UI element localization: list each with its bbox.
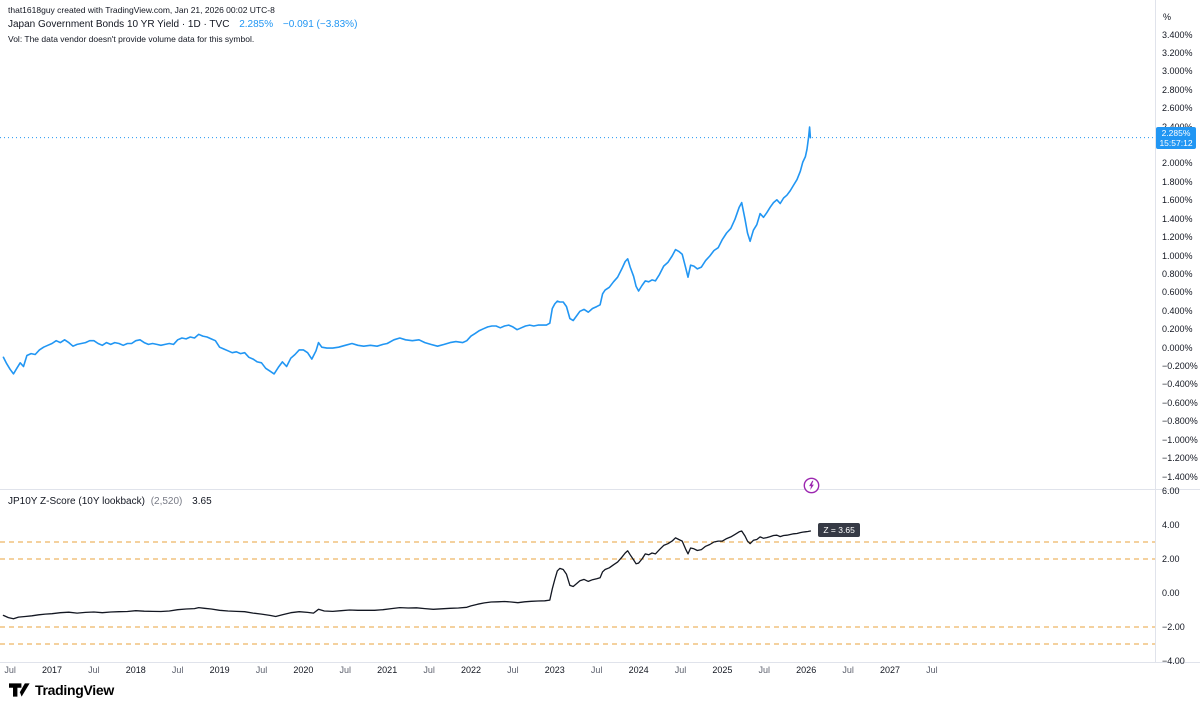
time-axis-label: Jul xyxy=(758,665,771,675)
last-price-axis-label: 2.285% 15:57:12 xyxy=(1156,126,1196,149)
volume-note: Vol: The data vendor doesn't provide vol… xyxy=(8,34,255,44)
attribution-text: that1618guy created with TradingView.com… xyxy=(8,5,275,15)
time-axis-label: Jul xyxy=(926,665,938,675)
time-axis-label: Jul xyxy=(339,665,352,675)
price-tick-label: 2.600% xyxy=(1162,103,1193,114)
time-axis-label: 2025 xyxy=(712,665,733,675)
price-tick-label: −0.400% xyxy=(1162,379,1198,390)
price-tick-label: 2.800% xyxy=(1162,84,1193,95)
price-tick-label: −0.800% xyxy=(1162,416,1198,427)
tradingview-logo-text: TradingView xyxy=(35,682,114,698)
zscore-series-line[interactable] xyxy=(2,530,812,620)
price-tick-label: 0.200% xyxy=(1162,324,1193,335)
indicator-tick-label: 4.00 xyxy=(1162,519,1180,530)
price-tick-label: −1.400% xyxy=(1162,471,1198,482)
time-axis-label: 2020 xyxy=(293,665,314,675)
symbol-legend-row[interactable]: Japan Government Bonds 10 YR Yield · 1D … xyxy=(8,19,357,31)
lightning-icon xyxy=(803,477,820,494)
tradingview-logo-icon xyxy=(9,683,30,697)
price-tick-label: 0.800% xyxy=(1162,268,1193,279)
price-tick-label: 2.400% xyxy=(1162,122,1193,133)
zscore-value-label: Z = 3.65 xyxy=(818,522,860,537)
time-axis-label: 2027 xyxy=(879,665,901,675)
chart-legend: that1618guy created with TradingView.com… xyxy=(8,5,357,44)
indicator-tick-label: 0.00 xyxy=(1162,587,1180,598)
time-axis-label: 2018 xyxy=(125,665,146,675)
time-axis-label: Jul xyxy=(4,665,16,675)
price-tick-label: −0.200% xyxy=(1162,361,1198,371)
tradingview-logo[interactable]: TradingView xyxy=(9,682,114,698)
price-tick-label: 0.000% xyxy=(1162,342,1193,353)
indicator-tick-label: −4.00 xyxy=(1162,655,1185,666)
axis-label-countdown: 15:57:12 xyxy=(1159,137,1193,148)
price-scale-unit: % xyxy=(1163,12,1172,22)
axis-label-price: 2.285% xyxy=(1161,127,1191,138)
indicator-legend-row[interactable]: JP10Y Z-Score (10Y lookback) (2,520) 3.6… xyxy=(8,496,212,508)
price-tick-label: 1.200% xyxy=(1162,232,1193,243)
price-tick-label: 1.800% xyxy=(1162,176,1193,187)
price-tick-label: 1.000% xyxy=(1162,250,1193,261)
time-axis-label: 2023 xyxy=(544,665,565,675)
time-axis-label: 2026 xyxy=(796,665,817,675)
time-axis-label: Jul xyxy=(423,665,435,675)
indicator-tick-label: −2.00 xyxy=(1162,621,1185,632)
price-tick-label: −1.200% xyxy=(1162,453,1198,464)
symbol-title[interactable]: Japan Government Bonds 10 YR Yield · 1D … xyxy=(8,19,230,30)
time-axis-label: 2024 xyxy=(628,665,649,675)
price-tick-label: 1.400% xyxy=(1162,213,1193,224)
time-axis-label: Jul xyxy=(674,665,687,675)
indicator-params: (2,520) xyxy=(150,496,183,507)
time-axis-label: 2021 xyxy=(377,665,398,675)
time-axis-label: 2022 xyxy=(460,665,482,675)
price-tick-label: 2.000% xyxy=(1162,158,1193,169)
price-tick-label: 1.600% xyxy=(1162,195,1193,206)
time-axis-label: 2017 xyxy=(41,665,63,675)
price-tick-label: −0.600% xyxy=(1162,397,1198,408)
price-tick-label: −1.000% xyxy=(1162,434,1198,445)
price-tick-label: 3.400% xyxy=(1162,29,1193,40)
indicator-tick-label: 6.00 xyxy=(1162,485,1180,496)
time-axis-label: 2019 xyxy=(209,665,230,675)
price-change-value: −0.091 (−3.83%) xyxy=(282,19,358,30)
time-axis-label: Jul xyxy=(842,665,854,675)
price-tick-label: 3.200% xyxy=(1162,47,1193,58)
yield-series-line[interactable] xyxy=(2,126,812,375)
price-tick-label: 0.400% xyxy=(1162,305,1193,316)
price-tick-label: 0.600% xyxy=(1162,287,1193,298)
last-price-value: 2.285% xyxy=(239,19,274,30)
time-axis-label: Jul xyxy=(88,665,100,675)
indicator-value: 3.65 xyxy=(192,496,212,507)
price-tick-label: 3.000% xyxy=(1162,66,1193,77)
time-axis-label: Jul xyxy=(171,665,184,675)
time-axis-label: Jul xyxy=(255,665,268,675)
indicator-title[interactable]: JP10Y Z-Score (10Y lookback) xyxy=(8,496,145,507)
time-axis-label: Jul xyxy=(507,665,519,675)
time-axis-label: Jul xyxy=(590,665,603,675)
indicator-tick-label: 2.00 xyxy=(1162,553,1180,564)
